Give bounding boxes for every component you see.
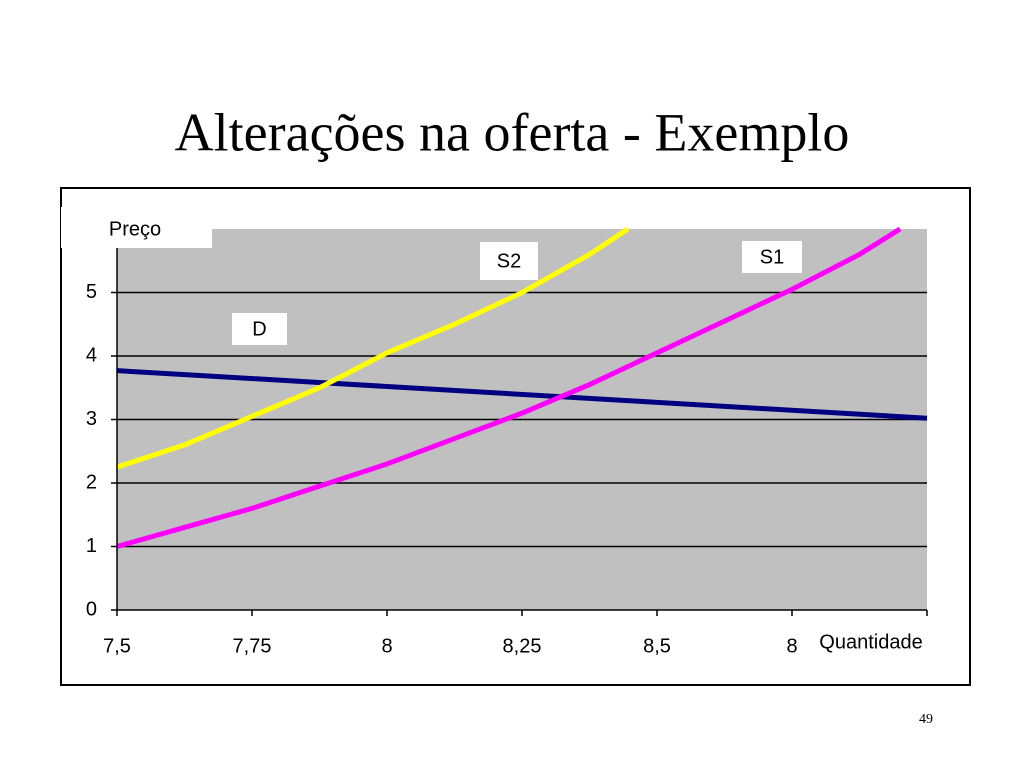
y-tick-label: 0 <box>86 598 97 620</box>
series-label-box <box>742 241 802 273</box>
y-tick-label: 4 <box>86 344 97 366</box>
page-number: 49 <box>919 712 933 727</box>
y-label-box <box>61 207 212 248</box>
series-line <box>116 226 902 549</box>
slide-title: Alterações na oferta - Exemplo <box>175 102 850 162</box>
y-tick-label: 5 <box>86 281 97 303</box>
y-tick-label: 2 <box>86 471 97 493</box>
x-tick-label: 7,75 <box>233 635 272 657</box>
x-tick-label: 8 <box>786 635 797 657</box>
series-label: D <box>252 318 266 340</box>
x-tick-label: 7,5 <box>103 635 131 657</box>
x-tick-label: 8 <box>381 635 392 657</box>
series-label-box <box>480 242 538 280</box>
series-line <box>116 368 928 421</box>
series-label: S1 <box>760 246 784 268</box>
y-tick-label: 1 <box>86 535 97 557</box>
series-label-box <box>232 313 287 345</box>
x-tick-label: 8,5 <box>643 635 671 657</box>
y-axis-label: Preço <box>109 218 161 240</box>
x-axis-label: Quantidade <box>819 631 922 653</box>
series-line <box>116 226 630 470</box>
series-label: S2 <box>497 250 521 272</box>
y-tick-label: 3 <box>86 408 97 430</box>
x-tick-label: 8,25 <box>503 635 542 657</box>
